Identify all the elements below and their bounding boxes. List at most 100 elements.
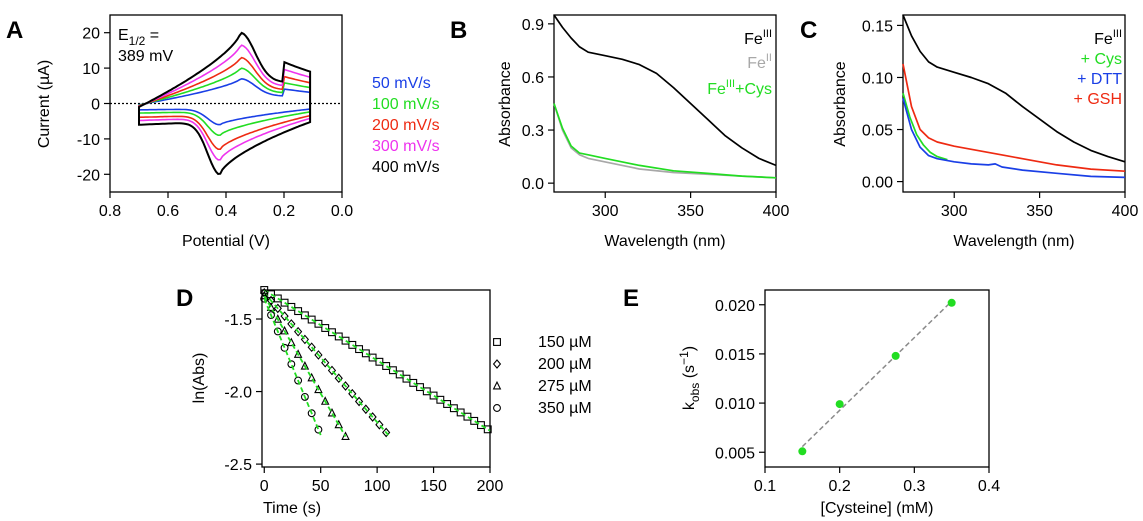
panel-d-point-circle xyxy=(280,343,289,352)
panel-d-fit-line xyxy=(263,292,390,436)
panel-a-cyclic-voltammogram: 0.8 0.6 0.4 0.2 0.0 20 10 0 -10 -20 E1/2 = 389 mV… xyxy=(36,14,440,250)
panel-b-y-tick-label: 0.9 xyxy=(522,17,544,34)
panel-d-point-square xyxy=(470,416,479,425)
panel-e-x-tick-label: 0.1 xyxy=(754,478,776,495)
panel-letter-d: D xyxy=(176,285,193,312)
panel-e-data xyxy=(798,298,956,456)
panel-d-point-square xyxy=(273,294,282,303)
panel-d-point-square xyxy=(416,383,424,392)
panel-d-data xyxy=(259,286,492,440)
panel-d-point-square xyxy=(409,378,418,387)
panel-a-x-axis-label: Potential (V) xyxy=(182,233,270,250)
panel-d-point-circle xyxy=(273,327,282,336)
panel-d-legend: 150 µM 200 µM 275 µM 350 µM xyxy=(492,334,592,417)
panel-a-legend-entry: 100 mV/s xyxy=(372,96,440,113)
panel-d-point-diamond xyxy=(314,350,323,360)
panel-c-absorbance-spectra: 300 350 400 0.15 0.10 0.05 0.00 FeIII + Cys + DT… xyxy=(832,14,1139,250)
panel-d-point-diamond xyxy=(354,396,364,407)
panel-c-spectrum-trace xyxy=(902,14,1126,163)
panel-a-y-tick-label: -20 xyxy=(77,167,100,184)
panel-d-point-triangle xyxy=(327,407,337,417)
panel-e-y-axis-label: kobs (s−1) xyxy=(677,346,702,410)
panel-c-x-tick-label: 350 xyxy=(1026,203,1053,220)
panel-e-x-axis-label: [Cysteine] (mM) xyxy=(821,500,934,517)
panel-a-x-tick-label: 0.0 xyxy=(331,203,353,220)
panel-b-legend-entry: FeIII+Cys xyxy=(707,78,772,98)
panel-e-data-point xyxy=(798,447,807,456)
panel-d-point-square xyxy=(388,366,397,375)
panel-d-x-axis-label: Time (s) xyxy=(263,500,321,517)
panel-e-data-point xyxy=(835,400,844,409)
panel-e-x-tick-label: 0.3 xyxy=(903,478,925,495)
panel-b-y-tick-label: 0.6 xyxy=(522,70,544,87)
panel-e-y-tick-label: 0.015 xyxy=(715,347,755,364)
panel-c-plot-frame xyxy=(902,14,1126,193)
panel-d-point-circle xyxy=(314,425,323,434)
panel-b-spectrum-trace xyxy=(553,103,777,179)
panel-d-point-square xyxy=(402,374,411,383)
panel-a-e-half-annotation: E1/2 = xyxy=(118,27,159,48)
panel-b-spectrum-trace xyxy=(553,103,777,179)
panel-e-fit-line xyxy=(801,300,953,448)
panel-a-y-axis-label: Current (µA) xyxy=(36,60,53,148)
panel-d-point-square xyxy=(334,332,343,341)
panel-d-point-square xyxy=(294,307,303,316)
panel-d-kinetics: 0 50 100 150 200 -1.5 -2.0 -2.5 150 µM 200 µM 275… xyxy=(191,286,592,517)
panel-c-x-tick-label: 400 xyxy=(1112,203,1139,220)
panel-b-y-tick-label: 0.0 xyxy=(522,176,544,193)
panel-d-y-tick-label: -1.5 xyxy=(224,312,252,329)
panel-b-ticks: 300 350 400 0.9 0.6 0.3 0.0 xyxy=(522,17,790,220)
panel-a-cv-trace xyxy=(138,31,312,175)
panel-d-point-triangle xyxy=(334,419,344,429)
panel-b-spectrum-trace xyxy=(553,14,777,167)
panel-d-point-square xyxy=(483,425,492,434)
panel-a-x-tick-label: 0.4 xyxy=(215,203,237,220)
panel-e-y-tick-label: 0.010 xyxy=(715,396,755,413)
panel-e-y-tick-label: 0.020 xyxy=(715,298,755,315)
panel-d-point-square xyxy=(456,408,465,417)
panel-d-point-square xyxy=(280,298,289,307)
panel-c-ticks: 300 350 400 0.15 0.10 0.05 0.00 xyxy=(862,18,1139,220)
panel-d-x-tick-label: 100 xyxy=(364,478,391,495)
panel-d-point-circle xyxy=(307,409,316,418)
panel-d-point-square xyxy=(368,353,377,362)
panel-a-x-tick-label: 0.8 xyxy=(99,203,121,220)
panel-e-x-tick-label: 0.4 xyxy=(978,478,1000,495)
panel-d-point-diamond xyxy=(382,427,391,438)
panel-a-y-tick-label: 10 xyxy=(82,61,100,78)
panel-c-y-axis-label: Absorbance xyxy=(832,61,849,146)
panel-d-point-square xyxy=(341,336,350,345)
panel-d-point-triangle xyxy=(314,384,323,394)
panel-letter-a: A xyxy=(6,17,23,44)
panel-b-x-tick-label: 400 xyxy=(763,203,790,220)
panel-d-x-tick-label: 200 xyxy=(477,478,504,495)
panel-c-legend-entry: FeIII xyxy=(1094,28,1122,48)
panel-e-rate-vs-concentration: 0.1 0.2 0.3 0.4 0.020 0.015 0.010 0.005 [Cystei… xyxy=(677,289,1000,517)
panel-d-point-diamond xyxy=(361,404,370,415)
panel-b-x-axis-label: Wavelength (nm) xyxy=(604,233,725,250)
panel-d-point-triangle xyxy=(273,314,283,323)
panel-a-y-tick-label: 0 xyxy=(91,97,100,114)
panel-c-curves xyxy=(902,14,1126,179)
panel-c-y-tick-label: 0.00 xyxy=(862,175,893,192)
panel-d-point-square xyxy=(429,391,438,400)
panel-d-point-square xyxy=(449,404,458,413)
panel-b-legend: FeIII FeII FeIII+Cys xyxy=(707,28,772,98)
panel-d-point-diamond xyxy=(334,373,343,384)
panel-c-x-tick-label: 300 xyxy=(941,203,968,220)
panel-d-point-square xyxy=(300,311,309,320)
panel-c-legend: FeIII + Cys + DTT + GSH xyxy=(1074,28,1123,108)
panel-d-point-square xyxy=(314,319,323,328)
panel-d-legend-entry: 275 µM xyxy=(538,378,592,395)
panel-e-data-point xyxy=(947,298,956,307)
panel-d-plot-frame xyxy=(261,289,491,468)
panel-b-x-tick-label: 350 xyxy=(677,203,704,220)
panel-b-legend-entry: FeII xyxy=(747,52,772,72)
panel-d-legend-entry: 350 µM xyxy=(538,400,592,417)
panel-a-legend: 50 mV/s 100 mV/s 200 mV/s 300 mV/s 400 mV/s xyxy=(372,75,440,176)
panel-d-legend-marker xyxy=(492,380,502,390)
panel-e-ticks: 0.1 0.2 0.3 0.4 0.020 0.015 0.010 0.005 xyxy=(715,298,1000,495)
panel-d-point-square xyxy=(321,324,330,332)
panel-d-point-triangle xyxy=(293,349,303,358)
